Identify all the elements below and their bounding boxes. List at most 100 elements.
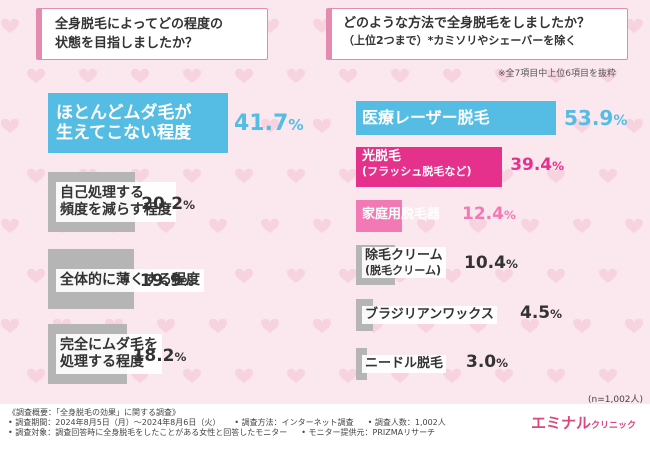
- value-number: 20.2: [141, 194, 184, 214]
- heart-icon: [495, 68, 513, 84]
- extract-note: ※全7項目中上位6項目を抜粋: [498, 69, 616, 79]
- heart-icon: [287, 268, 305, 284]
- heart-icon: [287, 368, 305, 384]
- value-number: 12.4: [462, 204, 504, 224]
- category-line: ニードル脱毛: [365, 356, 444, 371]
- heart-icon: [27, 368, 45, 384]
- heart-icon: [339, 268, 357, 284]
- heart-icon: [573, 118, 591, 134]
- heart-icon: [443, 368, 461, 384]
- footer-count: • 調査人数：1,002人: [367, 418, 446, 427]
- value-label: 41.7%: [234, 111, 304, 136]
- heart-icon: [287, 68, 305, 84]
- heart-icon: [1, 218, 19, 234]
- value-unit: %: [503, 208, 516, 222]
- value-unit: %: [288, 116, 304, 134]
- heart-icon: [287, 168, 305, 184]
- category-line: 家庭用脱毛器: [362, 207, 441, 222]
- value-label: 10.4%: [464, 253, 518, 273]
- heart-icon: [313, 318, 331, 334]
- question-right-box: どのような方法で全身脱毛をしましたか？ （上位2つまで）*カミソリやシェーバーを…: [326, 8, 628, 60]
- logo-main: エミナル: [530, 414, 591, 432]
- footer-method: • 調査方法：インターネット調査: [234, 418, 354, 427]
- footer: 《調査概要：「全身脱毛の効果」に関する調査》 • 調査期間：2024年8月5日（…: [0, 404, 650, 450]
- footer-title: 《調査概要：「全身脱毛の効果」に関する調査》: [8, 408, 180, 417]
- value-unit: %: [496, 356, 509, 370]
- bar-category-label: 家庭用脱毛器: [362, 207, 440, 223]
- heart-icon: [79, 68, 97, 84]
- value-unit: %: [181, 275, 194, 289]
- category-line: ブラジリアンワックス: [365, 307, 494, 322]
- heart-icon: [339, 68, 357, 84]
- heart-icon: [625, 218, 643, 234]
- value-unit: %: [550, 307, 563, 321]
- heart-icon: [235, 368, 253, 384]
- category-line: 除毛クリーム: [365, 248, 443, 263]
- category-line: 自己処理する: [60, 185, 144, 201]
- bar-category-label: 医療レーザー脱毛: [362, 108, 490, 127]
- value-number: 3.0: [466, 352, 497, 372]
- category-line: 完全にムダ毛を: [60, 337, 158, 353]
- value-unit: %: [183, 198, 196, 212]
- value-unit: %: [505, 257, 518, 271]
- heart-icon: [495, 368, 513, 384]
- heart-icon: [625, 18, 643, 34]
- heart-icon: [599, 268, 617, 284]
- value-label: 12.4%: [462, 204, 516, 224]
- heart-icon: [235, 68, 253, 84]
- logo-sub: クリニック: [590, 421, 636, 431]
- value-unit: %: [174, 350, 187, 364]
- bar-category-label: 完全にムダ毛を 処理する程度: [56, 334, 162, 374]
- value-number: 53.9: [564, 106, 614, 130]
- bar: [48, 93, 228, 153]
- value-number: 19.9: [139, 271, 182, 291]
- heart-icon: [261, 118, 279, 134]
- category-line: 生えてこない程度: [56, 123, 192, 144]
- heart-icon: [521, 218, 539, 234]
- heart-icon: [339, 368, 357, 384]
- value-label: 4.5%: [520, 303, 562, 323]
- heart-icon: [599, 168, 617, 184]
- sample-size: (n=1,002人): [588, 395, 644, 405]
- accent-stripe: [327, 9, 332, 59]
- heart-icon: [521, 318, 539, 334]
- heart-icon: [261, 218, 279, 234]
- heart-icon: [157, 218, 175, 234]
- category-line: 光脱毛: [362, 149, 402, 164]
- value-label: 53.9%: [564, 106, 627, 130]
- bar: [356, 348, 368, 380]
- heart-icon: [469, 218, 487, 234]
- value-label: 20.2%: [141, 194, 195, 214]
- bar-category-label: 光脱毛 (フラッシュ脱毛など): [362, 149, 472, 178]
- value-label: 18.2%: [133, 346, 187, 366]
- heart-icon: [27, 68, 45, 84]
- heart-icon: [235, 268, 253, 284]
- accent-stripe: [37, 9, 42, 59]
- heart-icon: [183, 368, 201, 384]
- heart-icon: [625, 118, 643, 134]
- heart-icon: [131, 168, 149, 184]
- question-left-box: 全身脱毛によってどの程度の 状態を目指しましたか？: [36, 8, 268, 60]
- heart-icon: [495, 268, 513, 284]
- heart-icon: [157, 318, 175, 334]
- value-label: 19.9%: [140, 271, 194, 291]
- bar-category-label: ほとんどムダ毛が 生えてこない程度: [56, 103, 192, 144]
- heart-icon: [209, 218, 227, 234]
- value-number: 18.2: [132, 346, 175, 366]
- heart-icon: [339, 168, 357, 184]
- heart-icon: [443, 268, 461, 284]
- value-unit: %: [552, 159, 565, 173]
- heart-icon: [209, 318, 227, 334]
- value-number: 41.7: [234, 111, 289, 136]
- bar-category-label: 全体的に薄くする程度: [56, 269, 204, 292]
- heart-icon: [313, 118, 331, 134]
- category-line: 全体的に薄くする程度: [60, 272, 200, 288]
- category-line: (フラッシュ脱毛など): [362, 164, 472, 178]
- heart-icon: [1, 18, 19, 34]
- category-line: 医療レーザー脱毛: [362, 108, 490, 127]
- bar: [356, 200, 402, 232]
- heart-icon: [547, 368, 565, 384]
- heart-icon: [27, 168, 45, 184]
- heart-icon: [443, 68, 461, 84]
- heart-icon: [547, 68, 565, 84]
